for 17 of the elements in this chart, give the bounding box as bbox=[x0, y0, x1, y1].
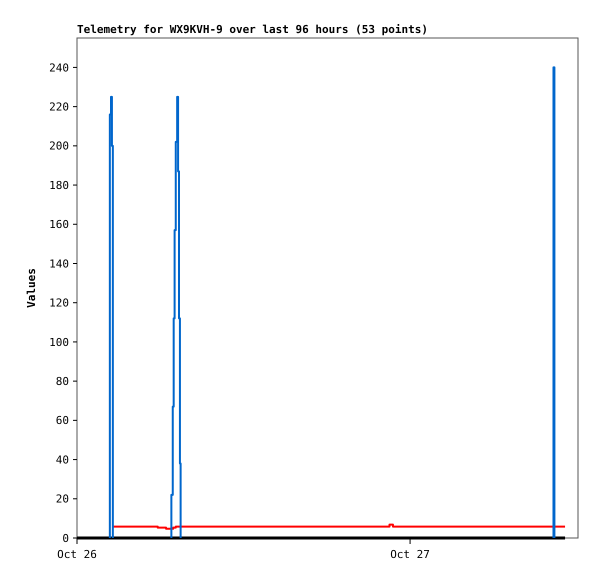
y-tick-label: 240 bbox=[49, 61, 69, 74]
y-tick-label: 200 bbox=[49, 140, 69, 153]
y-tick-label: 60 bbox=[56, 414, 69, 428]
y-tick-label: 180 bbox=[49, 178, 69, 192]
y-tick-label: 40 bbox=[56, 453, 69, 466]
y-tick-label: 120 bbox=[49, 296, 69, 310]
y-axis-title: Values bbox=[25, 268, 38, 308]
y-tick-label: 0 bbox=[62, 532, 69, 545]
y-tick-label: 20 bbox=[56, 492, 69, 506]
y-tick-label: 160 bbox=[49, 218, 69, 232]
x-tick-label: Oct 27 bbox=[390, 548, 430, 561]
y-tick-label: 100 bbox=[49, 336, 69, 349]
chart-title: Telemetry for WX9KVH-9 over last 96 hours (53 points) bbox=[77, 23, 428, 36]
x-tick-label: Oct 26 bbox=[57, 548, 97, 561]
y-tick-label: 220 bbox=[49, 100, 69, 114]
y-tick-label: 80 bbox=[56, 374, 69, 388]
y-tick-label: 140 bbox=[49, 257, 69, 270]
